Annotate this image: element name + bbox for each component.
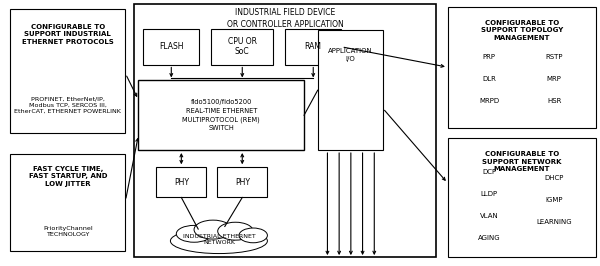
Ellipse shape	[170, 228, 268, 253]
Text: CONFIGURABLE TO
SUPPORT NETWORK
MANAGEMENT: CONFIGURABLE TO SUPPORT NETWORK MANAGEME…	[482, 151, 562, 172]
Ellipse shape	[194, 220, 232, 239]
Text: RAM: RAM	[305, 42, 322, 51]
Text: INDUSTRIAL FIELD DEVICE
OR CONTROLLER APPLICATION: INDUSTRIAL FIELD DEVICE OR CONTROLLER AP…	[227, 9, 344, 28]
FancyBboxPatch shape	[448, 7, 596, 128]
FancyBboxPatch shape	[317, 30, 383, 150]
FancyBboxPatch shape	[143, 29, 199, 65]
FancyBboxPatch shape	[10, 9, 125, 133]
Text: FLASH: FLASH	[159, 42, 184, 51]
FancyBboxPatch shape	[156, 167, 206, 197]
Text: CONFIGURABLE TO
SUPPORT INDUSTRIAL
ETHERNET PROTOCOLS: CONFIGURABLE TO SUPPORT INDUSTRIAL ETHER…	[22, 24, 113, 45]
Text: PHY: PHY	[174, 178, 189, 187]
Text: fido5100/fido5200
REAL-TIME ETHERNET
MULTIPROTOCOL (REM)
SWITCH: fido5100/fido5200 REAL-TIME ETHERNET MUL…	[182, 99, 260, 131]
Text: PriorityChannel
TECHNOLOGY: PriorityChannel TECHNOLOGY	[43, 226, 92, 238]
FancyBboxPatch shape	[448, 138, 596, 257]
FancyBboxPatch shape	[139, 80, 304, 150]
Ellipse shape	[218, 222, 253, 240]
Text: PROFINET, EtherNet/IP,
Modbus TCP, SERCOS III,
EtherCAT, ETHERNET POWERLINK: PROFINET, EtherNet/IP, Modbus TCP, SERCO…	[14, 97, 121, 114]
FancyBboxPatch shape	[285, 29, 341, 65]
Text: INDUSTRIAL ETHERNET
NETWORK: INDUSTRIAL ETHERNET NETWORK	[182, 234, 255, 245]
Text: PRP

DLR

MRPD: PRP DLR MRPD	[479, 54, 499, 104]
FancyBboxPatch shape	[211, 29, 274, 65]
Text: PHY: PHY	[235, 178, 250, 187]
FancyBboxPatch shape	[10, 154, 125, 251]
FancyBboxPatch shape	[217, 167, 268, 197]
Text: CPU OR
SoC: CPU OR SoC	[228, 37, 257, 56]
Text: DHCP

IGMP

LEARNING: DHCP IGMP LEARNING	[536, 175, 572, 236]
Ellipse shape	[239, 228, 268, 243]
Text: RSTP

MRP

HSR: RSTP MRP HSR	[545, 54, 563, 104]
FancyBboxPatch shape	[134, 4, 436, 257]
Text: APPLICATION
I/O: APPLICATION I/O	[328, 48, 373, 62]
Text: FAST CYCLE TIME,
FAST STARTUP, AND
LOW JITTER: FAST CYCLE TIME, FAST STARTUP, AND LOW J…	[29, 166, 107, 187]
Text: DCP

LLDP

VLAN

AGING: DCP LLDP VLAN AGING	[478, 169, 500, 241]
Text: CONFIGURABLE TO
SUPPORT TOPOLOGY
MANAGEMENT: CONFIGURABLE TO SUPPORT TOPOLOGY MANAGEM…	[481, 20, 563, 41]
Ellipse shape	[176, 225, 212, 242]
